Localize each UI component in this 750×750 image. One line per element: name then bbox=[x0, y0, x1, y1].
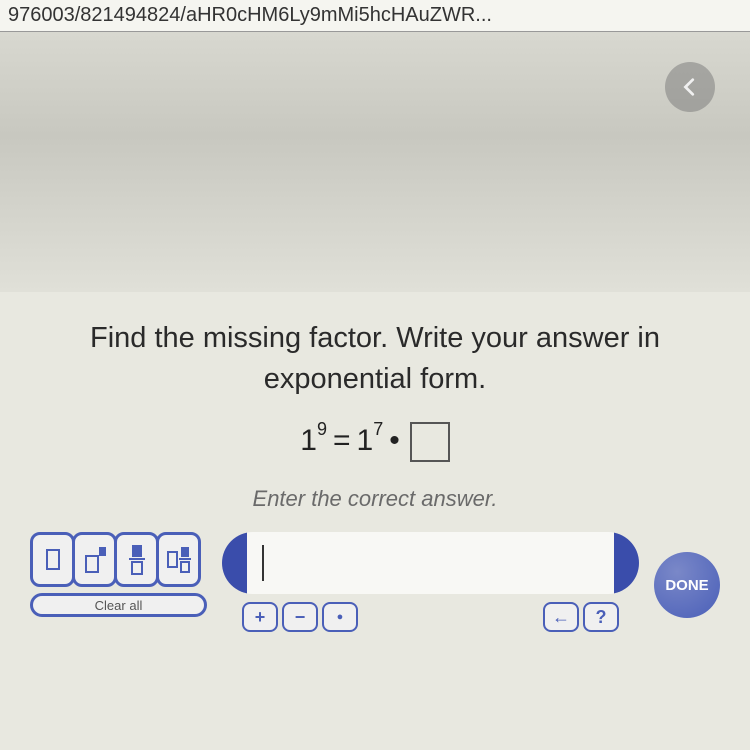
hint-text: Enter the correct answer. bbox=[20, 486, 730, 512]
question-text-line1: Find the missing factor. Write your answ… bbox=[20, 322, 730, 355]
help-button[interactable]: ? bbox=[583, 602, 619, 632]
url-bar: 976003/821494824/aHR0cHM6Ly9mMi5hcHAuZWR… bbox=[0, 0, 750, 32]
url-text: 976003/821494824/aHR0cHM6Ly9mMi5hcHAuZWR… bbox=[8, 4, 492, 26]
left-tools: Clear all bbox=[30, 532, 207, 617]
tool-exponent[interactable] bbox=[72, 532, 117, 587]
back-button[interactable] bbox=[665, 62, 715, 112]
answer-input[interactable] bbox=[222, 532, 639, 594]
equals-sign: = bbox=[333, 424, 351, 458]
nav-buttons: ← ? bbox=[543, 602, 619, 632]
tool-fraction[interactable] bbox=[114, 532, 159, 587]
equation: 19 = 17 • bbox=[20, 418, 730, 458]
question-panel: Find the missing factor. Write your answ… bbox=[0, 292, 750, 642]
answer-box[interactable] bbox=[410, 422, 450, 462]
header-region bbox=[0, 32, 750, 292]
multiply-dot: • bbox=[389, 424, 400, 458]
question-text-line2: exponential form. bbox=[20, 363, 730, 396]
chevron-left-icon bbox=[679, 76, 701, 98]
done-button[interactable]: DONE bbox=[654, 552, 720, 618]
equation-left: 19 bbox=[300, 423, 327, 458]
equation-right: 17 bbox=[357, 423, 384, 458]
plus-button[interactable]: + bbox=[242, 602, 278, 632]
tool-whole-number[interactable] bbox=[30, 532, 75, 587]
format-tools bbox=[30, 532, 207, 587]
dot-button[interactable]: ● bbox=[322, 602, 358, 632]
answer-input-area: + − ● ← ? bbox=[222, 532, 639, 632]
tool-mixed[interactable] bbox=[156, 532, 201, 587]
input-toolbar: Clear all + − ● ← ? DONE bbox=[20, 532, 730, 632]
clear-all-button[interactable]: Clear all bbox=[30, 593, 207, 617]
minus-button[interactable]: − bbox=[282, 602, 318, 632]
operator-buttons: + − ● bbox=[242, 602, 358, 632]
text-cursor bbox=[262, 545, 264, 581]
backspace-button[interactable]: ← bbox=[543, 602, 579, 632]
